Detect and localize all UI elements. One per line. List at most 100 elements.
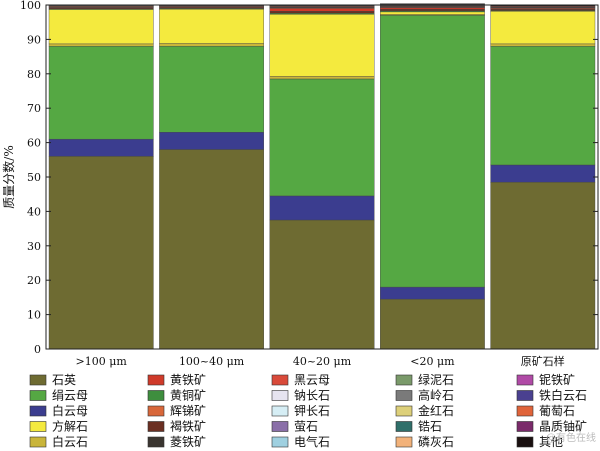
legend-label: 黑云母 [294,373,330,387]
legend-swatch [516,421,534,432]
y-tick-label: 10 [27,309,41,322]
y-tick-label: 60 [27,137,41,150]
bar-segment [490,164,596,183]
legend-item: 绿泥石 [395,372,454,387]
legend-item: 黄铜矿 [147,388,206,403]
legend-item: 高岭石 [395,388,454,403]
bar-segment [159,43,264,47]
legend-item: 萤石 [271,420,318,434]
legend-swatch [395,436,413,448]
y-tick-label: 20 [27,274,41,287]
x-tick-label: >100 μm [76,355,128,368]
legend-label: 高岭石 [418,388,454,403]
bar-segment [48,43,154,47]
legend-swatch [516,374,534,386]
legend-item: 磷灰石 [395,434,454,449]
bar-segment [490,43,596,47]
legend-swatch [147,390,165,401]
legend-label: 葡萄石 [539,404,575,418]
bar-segment [380,3,485,5]
bar-segment [159,8,264,44]
legend-item: 辉锑矿 [147,404,206,418]
legend-swatch [395,390,413,401]
bar-segment [48,138,154,157]
bar-segment [490,181,596,350]
legend-label: 其他 [539,435,563,449]
legend-item: 绢云母 [29,388,88,403]
bar-segment [159,149,264,350]
legend-label: 晶质铀矿 [539,420,587,434]
legend-swatch [29,374,47,386]
bar-segment [269,14,375,77]
bar-segment [380,8,485,12]
legend-label: 金红石 [418,403,454,418]
bar-segment [48,9,154,45]
x-tick-label: 40~20 μm [293,355,352,368]
bar-segment [269,8,375,12]
legend-label: 褐铁矿 [170,419,206,434]
legend-swatch [395,374,413,386]
x-tick-label: 100~40 μm [179,355,245,368]
x-tick-label: <20 μm [410,355,455,368]
legend-item: 钾长石 [271,404,330,418]
legend-label: 白云母 [52,403,88,418]
legend-swatch [147,436,165,448]
legend-swatch [271,374,289,386]
legend-swatch [147,405,165,417]
legend-item: 葡萄石 [516,404,575,418]
legend-label: 菱铁矿 [170,435,206,449]
legend-swatch [395,405,413,417]
legend-swatch [271,405,289,417]
legend-swatch [516,390,534,401]
legend-label: 锆石 [418,420,442,434]
legend-item: 黑云母 [271,373,330,387]
legend-swatch [395,421,413,432]
bar-segment [269,195,375,221]
legend-label: 电气石 [294,434,330,449]
y-axis: 0 10 20 30 40 50 60 70 80 90 100 [20,0,598,356]
bar-segment [490,46,596,166]
legend-item: 金红石 [395,403,454,418]
legend-label: 石英 [52,373,76,387]
legend-label: 辉锑矿 [170,404,206,418]
legend-label: 磷灰石 [418,434,454,449]
legend-item: 铁白云石 [516,388,587,403]
legend-label: 钠长石 [294,388,330,403]
legend-label: 铌铁矿 [539,373,575,387]
legend-label: 方解石 [52,419,88,434]
bar-segment [380,15,485,288]
legend-item: 褐铁矿 [147,419,206,434]
legend-swatch [516,405,534,417]
y-tick-label: 100 [20,0,41,12]
x-tick-label: 原矿石样 [521,354,565,368]
x-axis: >100 μm 100~40 μm 40~20 μm <20 μm 原矿石样 [76,354,565,368]
y-tick-label: 90 [27,33,41,46]
y-tick-label: 80 [27,68,41,81]
bar-segment [269,76,375,80]
y-tick-label: 0 [34,343,41,356]
bar-segment [48,46,154,140]
legend-swatch [29,405,47,417]
bar-segment [48,156,154,350]
bar-segment [159,46,264,133]
bar-segment [380,286,485,300]
legend-item: 黄铁矿 [147,373,206,387]
legend-label: 绢云母 [52,388,88,403]
legend-item: 晶质铀矿 [516,420,587,434]
legend-swatch [271,390,289,401]
bar-segment [269,78,375,197]
y-tick-label: 30 [27,240,41,253]
bar-segment [380,11,485,15]
legend-label: 黄铜矿 [170,388,206,403]
legend-label: 萤石 [294,420,318,434]
y-tick-label: 50 [27,171,41,184]
bar-segment [269,10,375,14]
legend-swatch [29,421,47,432]
bar-segment [490,8,596,11]
y-tick-label: 40 [27,205,41,218]
legend-item: 锆石 [395,420,442,434]
legend-item: 电气石 [271,434,330,449]
y-tick-label: 70 [27,102,41,115]
